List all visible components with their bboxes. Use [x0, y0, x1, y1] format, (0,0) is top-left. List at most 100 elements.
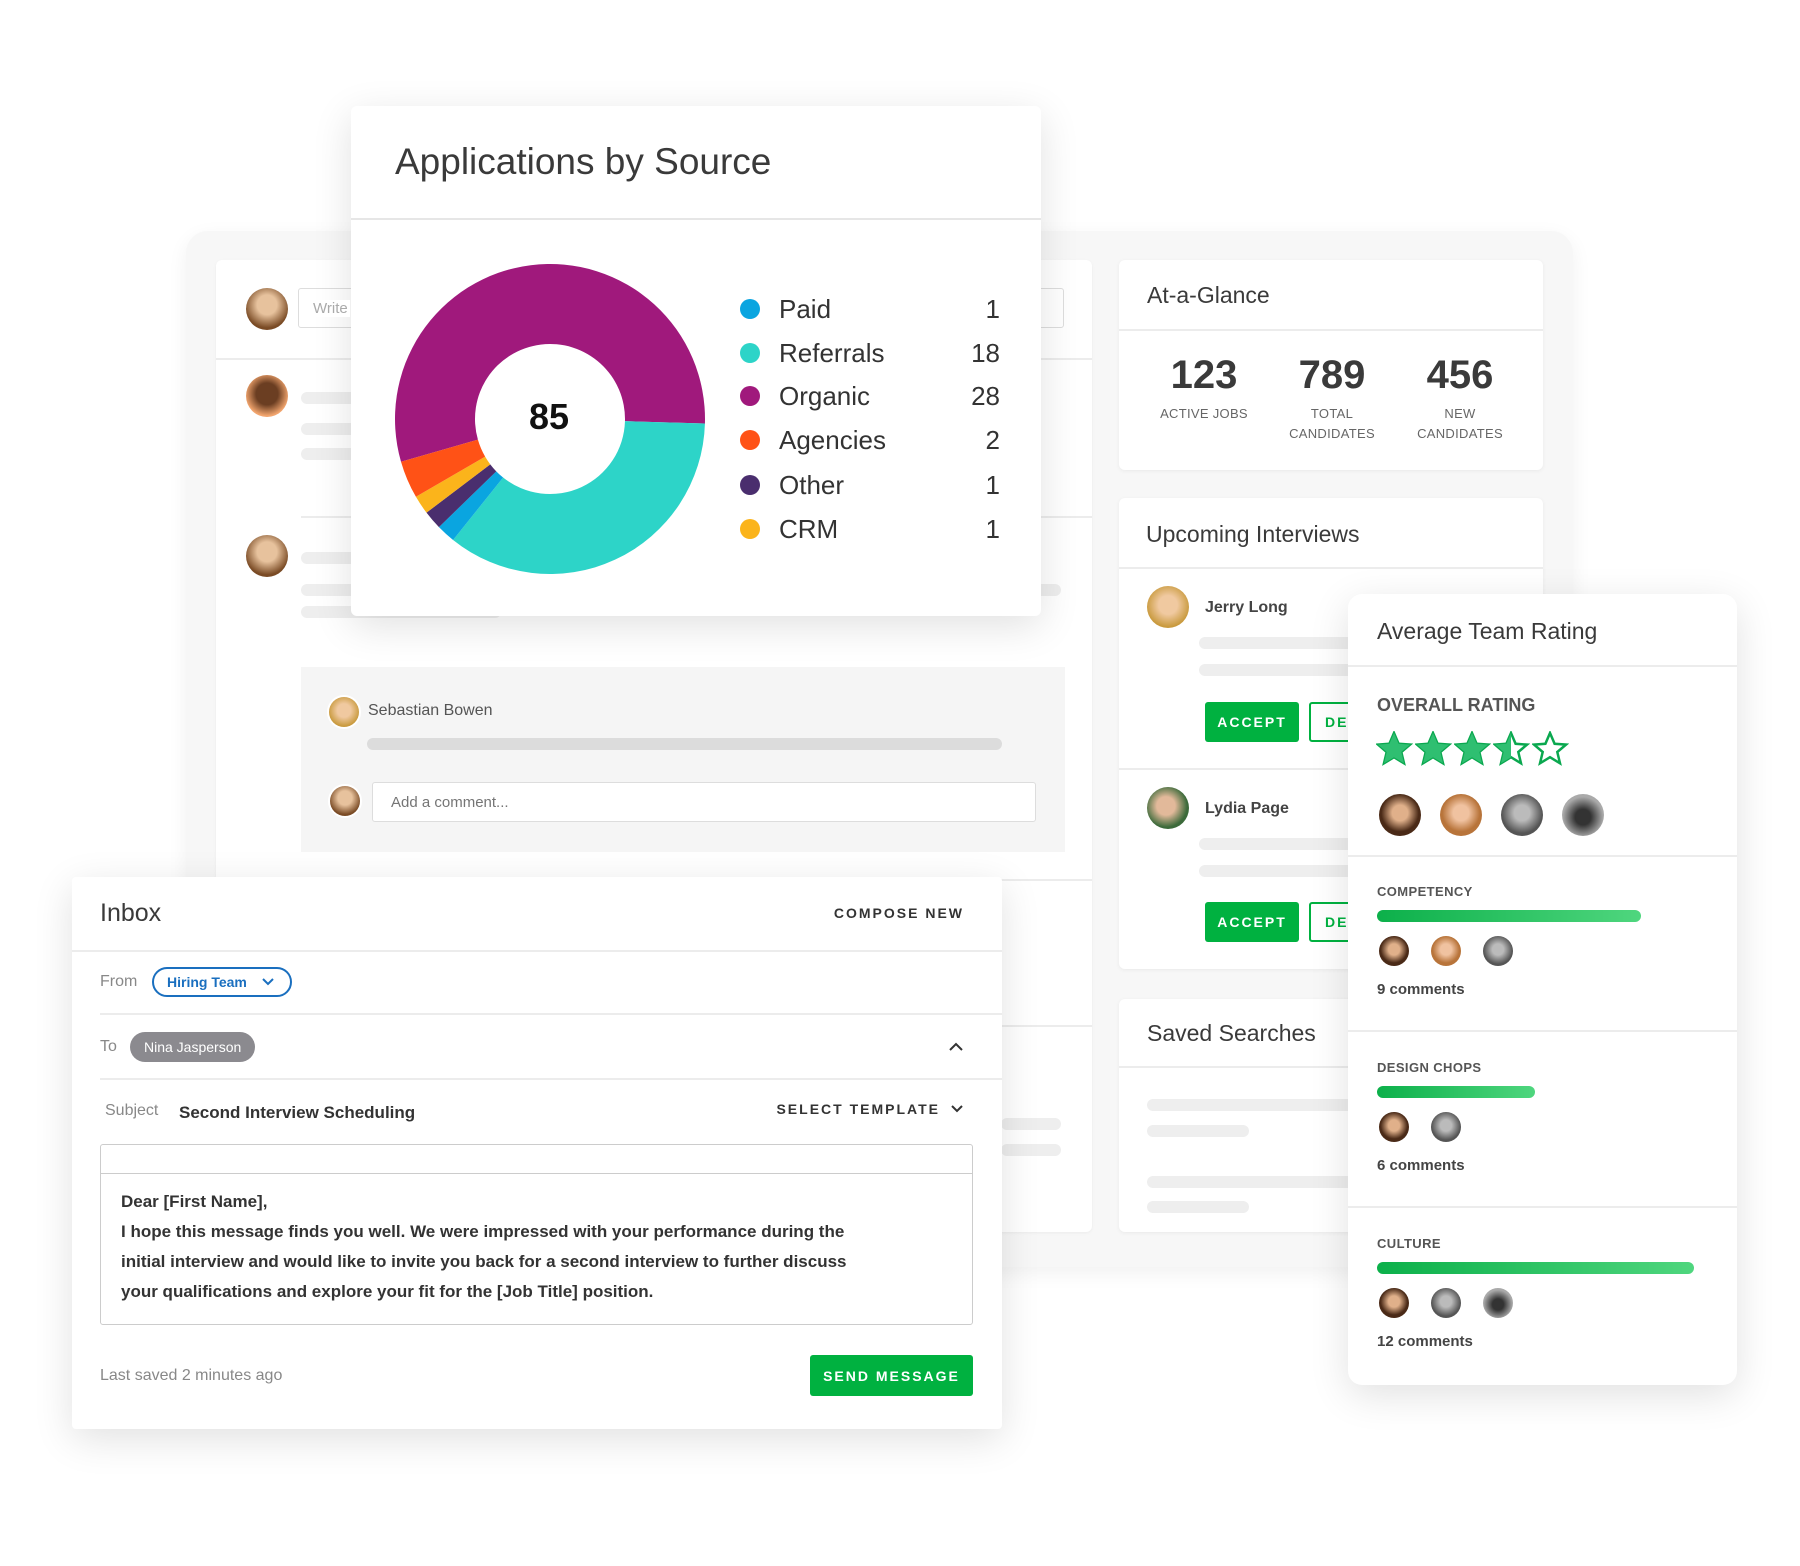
- select-template-label: SELECT TEMPLATE: [776, 1101, 940, 1117]
- interviewee-name: Jerry Long: [1205, 599, 1288, 616]
- donut-chart: [395, 263, 705, 574]
- card-title: Average Team Rating: [1377, 618, 1598, 644]
- chevron-down-icon: [951, 1105, 963, 1113]
- comment-thread: Sebastian Bowen: [301, 667, 1065, 852]
- legend-swatch: [740, 430, 760, 450]
- legend-swatch: [740, 386, 760, 406]
- legend-value: 18: [971, 337, 1000, 368]
- stat-value: 456: [1426, 353, 1494, 397]
- legend-value: 1: [985, 469, 1000, 500]
- stat-label-line: CANDIDATES: [1289, 426, 1375, 441]
- comments-link[interactable]: 9 comments: [1377, 981, 1465, 998]
- stat-label-line: NEW: [1444, 406, 1476, 421]
- inbox-title: Inbox: [100, 899, 162, 927]
- comments-link[interactable]: 6 comments: [1377, 1157, 1465, 1174]
- overall-rating-label: OVERALL RATING: [1377, 695, 1536, 715]
- collapse-chevron-icon[interactable]: [948, 1041, 964, 1053]
- commenter-avatar: [1377, 1286, 1411, 1320]
- donut-slice-paid: [438, 471, 504, 540]
- commenter-avatar: [1429, 934, 1463, 968]
- rater-avatar: [1499, 792, 1545, 838]
- rating-section-label: DESIGN CHOPS: [1377, 1060, 1482, 1075]
- send-message-button[interactable]: SEND MESSAGE: [810, 1355, 973, 1396]
- donut-center-value: 85: [528, 396, 570, 437]
- commenter-avatar: [1429, 1110, 1463, 1144]
- donut-slice-referrals: [453, 421, 705, 574]
- commenter-avatar: [1481, 1286, 1515, 1320]
- commenter-avatar: [1429, 1286, 1463, 1320]
- legend-swatch: [740, 299, 760, 319]
- star-half-icon: [1493, 731, 1530, 766]
- legend-value: 1: [985, 513, 1000, 544]
- recipient-name: Nina Jasperson: [144, 1039, 242, 1055]
- rating-score-bar: [1377, 910, 1641, 922]
- legend-value: 28: [971, 380, 1000, 411]
- body-line: Dear [First Name],: [121, 1192, 268, 1211]
- stat-label-line: CANDIDATES: [1417, 426, 1503, 441]
- legend-item: Other 1: [740, 470, 1000, 500]
- stat-label-line: TOTAL: [1310, 406, 1354, 421]
- post-composer-placeholder[interactable]: Write: [313, 300, 350, 317]
- chevron-down-icon: [262, 978, 274, 986]
- stat-label: TOTAL CANDIDATES: [1289, 404, 1375, 444]
- recipient-chip[interactable]: Nina Jasperson: [130, 1032, 256, 1062]
- legend-label: Referrals: [779, 337, 885, 368]
- from-label: From: [100, 973, 138, 990]
- rater-avatar: [1377, 792, 1423, 838]
- stat-label-line: ACTIVE JOBS: [1160, 406, 1248, 421]
- from-value: Hiring Team: [167, 974, 247, 990]
- avatar: [1145, 785, 1191, 831]
- legend-item: Referrals 18: [740, 338, 1000, 368]
- to-label: To: [100, 1038, 117, 1055]
- commenter-avatar: [1377, 1110, 1411, 1144]
- select-template-dropdown[interactable]: SELECT TEMPLATE: [776, 1101, 964, 1117]
- body-line: your qualifications and explore your fit…: [121, 1282, 654, 1301]
- avatar: [1145, 584, 1191, 630]
- donut-slice-other: [426, 464, 497, 528]
- avatar: [244, 286, 290, 332]
- stat-label: NEW CANDIDATES: [1417, 404, 1503, 444]
- star-filled-icon: [1376, 731, 1413, 766]
- subject-input[interactable]: Second Interview Scheduling: [179, 1103, 416, 1122]
- average-team-rating-card: Average Team Rating OVERALL RATING COMPE…: [1348, 594, 1737, 1385]
- legend-label: Organic: [779, 380, 871, 411]
- legend-value: 2: [985, 424, 1000, 455]
- rating-section-label: COMPETENCY: [1377, 884, 1473, 899]
- star-filled-icon: [1454, 731, 1491, 766]
- card-title: At-a-Glance: [1147, 282, 1270, 308]
- commenter-avatar: [1377, 934, 1411, 968]
- donut-slice-agencies: [401, 439, 486, 497]
- star-rating: [1376, 731, 1569, 767]
- card-title: Saved Searches: [1147, 1020, 1316, 1046]
- compose-new-button[interactable]: COMPOSE NEW: [833, 905, 964, 921]
- rating-score-bar: [1377, 1262, 1694, 1274]
- avatar: [328, 784, 362, 818]
- from-select[interactable]: Hiring Team: [152, 967, 292, 997]
- card-title: Upcoming Interviews: [1146, 521, 1360, 547]
- inbox-composer: Inbox COMPOSE NEW From Hiring Team To Ni…: [72, 877, 1002, 1429]
- comment-input[interactable]: [372, 782, 1036, 822]
- rating-score-bar: [1377, 1086, 1535, 1098]
- legend-swatch: [740, 519, 760, 539]
- donut-slice-crm: [415, 456, 491, 513]
- body-line: initial interview and would like to invi…: [121, 1252, 847, 1271]
- star-empty-icon: [1532, 731, 1569, 766]
- last-saved-status: Last saved 2 minutes ago: [100, 1367, 283, 1384]
- message-body-editor[interactable]: Dear [First Name], I hope this message f…: [100, 1144, 973, 1325]
- stat-value: 789: [1298, 353, 1366, 397]
- accept-button[interactable]: ACCEPT: [1205, 902, 1299, 942]
- subject-label: Subject: [105, 1102, 159, 1119]
- rater-avatar: [1438, 792, 1484, 838]
- stat-label: ACTIVE JOBS: [1160, 404, 1248, 424]
- legend-item: Organic 28: [740, 381, 1000, 411]
- rater-avatar: [1560, 792, 1606, 838]
- legend-label: Paid: [779, 293, 832, 324]
- legend-swatch: [740, 475, 760, 495]
- at-a-glance-card: At-a-Glance 123 ACTIVE JOBS 789 TOTAL CAN…: [1119, 260, 1543, 470]
- comments-link[interactable]: 12 comments: [1377, 1333, 1473, 1350]
- chart-title: Applications by Source: [395, 141, 772, 182]
- avatar: [244, 373, 290, 419]
- accept-button[interactable]: ACCEPT: [1205, 702, 1299, 742]
- legend-label: Agencies: [779, 424, 886, 455]
- comment-author: Sebastian Bowen: [368, 702, 493, 719]
